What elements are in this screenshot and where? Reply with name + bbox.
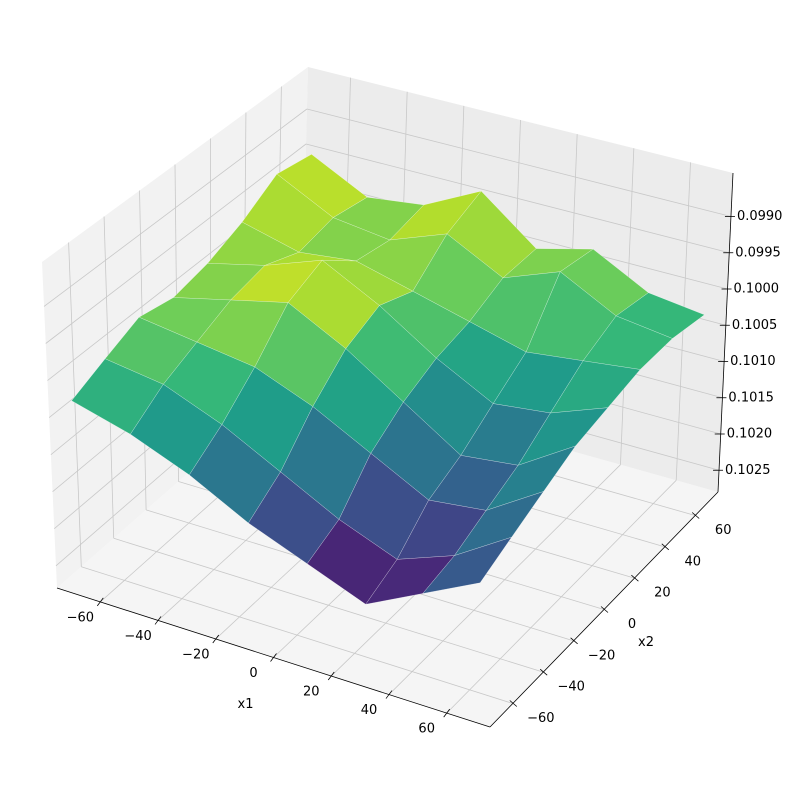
z-tick-label: 0.0990: [737, 209, 783, 224]
z-tick-label: 0.1025: [725, 463, 771, 478]
z-tick-label: 0.1015: [728, 390, 774, 405]
tick-mark: [600, 606, 609, 613]
z-tick-label: 0.1010: [730, 354, 776, 369]
surface-patch: [422, 536, 513, 594]
z-tick-label: 0.1000: [734, 282, 780, 297]
tick-mark: [661, 543, 670, 551]
tick-mark: [327, 671, 335, 681]
z-tick-label: 0.1020: [727, 427, 773, 442]
grid-line: [68, 242, 82, 567]
x-tick-label: −20: [182, 647, 209, 662]
x-tick-label: 40: [361, 703, 378, 718]
tick-mark: [570, 637, 578, 645]
y-tick-label: 60: [715, 523, 732, 538]
grid-line: [43, 108, 308, 307]
z-tick-label: 0.0995: [735, 245, 781, 260]
tick-mark: [270, 653, 277, 662]
x-tick-label: −40: [124, 629, 151, 644]
grid-line: [81, 566, 513, 704]
y-tick-label: −60: [527, 711, 554, 726]
grid-line: [306, 108, 732, 217]
x-axis-label: x1: [238, 697, 254, 712]
x-tick-label: 20: [303, 685, 320, 700]
z-axis-line: [717, 172, 734, 493]
tick-mark: [631, 574, 639, 582]
tick-mark: [385, 690, 393, 699]
y-tick-label: 0: [628, 617, 636, 632]
grid-line: [113, 537, 544, 673]
tick-mark: [443, 708, 451, 718]
tick-mark: [509, 700, 518, 707]
grid-line: [45, 143, 307, 344]
tick-mark: [539, 668, 548, 676]
x-tick-label: −60: [67, 610, 94, 625]
tick-mark: [96, 597, 104, 607]
grid-line: [305, 143, 730, 254]
x-tick-label: 60: [418, 722, 435, 737]
y-tick-label: 40: [685, 554, 702, 569]
y-tick-label: −40: [557, 680, 584, 695]
y-tick-label: 20: [654, 586, 671, 601]
tick-mark: [212, 634, 220, 644]
tick-mark: [691, 512, 700, 519]
y-tick-label: −20: [588, 648, 615, 663]
y-axis-label: x2: [638, 635, 654, 650]
x-tick-label: 0: [249, 666, 257, 681]
z-tick-label: 0.1005: [732, 318, 778, 333]
tick-mark: [154, 616, 162, 625]
